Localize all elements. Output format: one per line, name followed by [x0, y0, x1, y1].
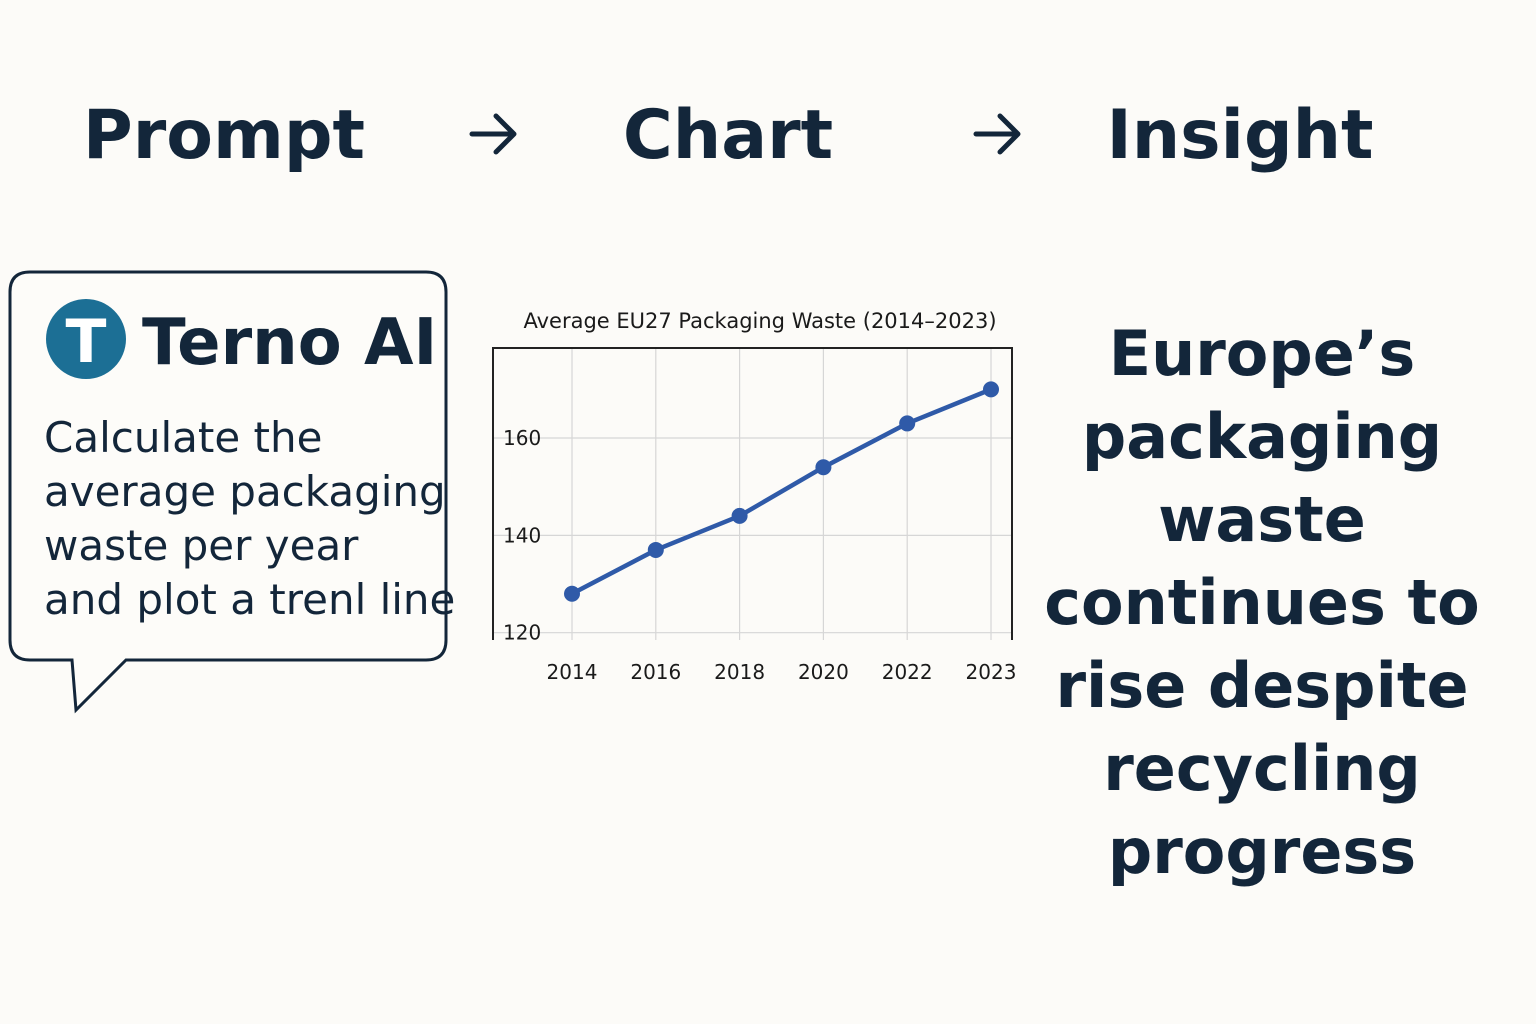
prompt-line: Calculate the: [44, 413, 322, 462]
insight-line: rise despite: [1055, 649, 1468, 722]
step-title: Prompt: [83, 96, 365, 175]
insight-line: packaging: [1082, 400, 1442, 473]
insight-line: recycling: [1103, 732, 1421, 805]
prompt-line: average packaging: [44, 467, 446, 516]
step-title: Chart: [623, 96, 833, 175]
prompt-line: waste per year: [44, 521, 359, 570]
axis-frame: [492, 347, 1013, 640]
speech-bubble: [8, 270, 448, 714]
insight-line: continues to: [1044, 566, 1479, 639]
data-point: [647, 541, 664, 558]
step-title: Insight: [1106, 96, 1373, 175]
logo-letter: T: [66, 307, 107, 377]
arrow: [973, 113, 1021, 155]
prompt-line: and plot a trenl line: [44, 575, 455, 624]
trend-line: [570, 387, 992, 596]
data-point: [983, 381, 999, 398]
data-point: [815, 459, 832, 476]
x-tick-label: 2018: [714, 660, 765, 684]
x-tick-label: 2022: [882, 660, 933, 684]
data-point: [564, 585, 580, 602]
y-tick-label: 140: [503, 523, 541, 547]
x-tick-label: 2016: [630, 660, 681, 684]
logo-circle: [46, 299, 126, 379]
insight-text: Europe’s packaging waste continues to rise d…: [1044, 317, 1479, 888]
insight-line: waste: [1158, 483, 1366, 556]
insight-line: progress: [1108, 815, 1416, 888]
y-tick-label: 160: [503, 426, 541, 450]
data-point: [731, 507, 748, 524]
arrow: [469, 113, 517, 155]
y-tick-label: 120: [503, 621, 541, 645]
chart-title: Average EU27 Packaging Waste (2014–2023): [523, 309, 996, 333]
data-point: [899, 415, 916, 432]
x-tick-label: 2023: [966, 660, 1017, 684]
insight-line: Europe’s: [1109, 317, 1416, 390]
x-tick-label: 2020: [798, 660, 849, 684]
chart: 120 140 160 2014 2016 2018 2020 2022 2023: [492, 347, 1017, 684]
x-tick-label: 2014: [547, 660, 598, 684]
brand-name: Terno AI: [142, 306, 437, 380]
prompt-text: Calculate the average packaging waste per …: [44, 413, 455, 624]
